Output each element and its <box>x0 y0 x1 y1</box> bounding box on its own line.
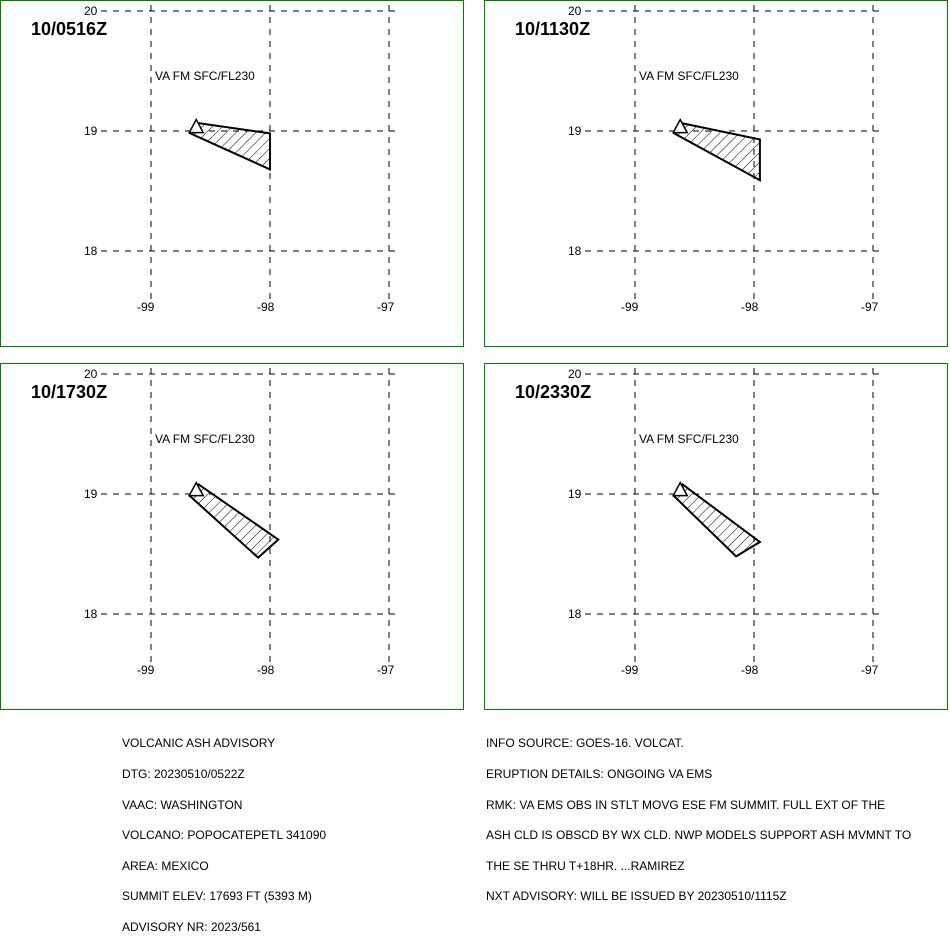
lat-label-18: 18 <box>84 244 98 258</box>
lon-label-97: -97 <box>861 663 879 677</box>
lon-label-97: -97 <box>377 663 395 677</box>
lon-label-98: -98 <box>257 300 275 314</box>
advisory-remarks: INFO SOURCE: GOES-16. VOLCAT. ERUPTION D… <box>486 718 911 912</box>
advisory-line: ASH CLD IS OBSCD BY WX CLD. NWP MODELS S… <box>486 828 912 843</box>
volcano-icon <box>187 481 205 497</box>
advisory-line: ADVISORY NR: 2023/561 <box>122 919 261 934</box>
advisory-line: VOLCANO: POPOCATEPETL 341090 <box>122 828 327 843</box>
forecast-panel-0510z: 10/0516Z VA FM SFC/FL230 20 19 18 -99 -9… <box>0 0 464 347</box>
advisory-line: SUMMIT ELEV: 17693 FT (5393 M) <box>122 889 312 904</box>
advisory-line: VOLCANIC ASH ADVISORY <box>122 736 276 751</box>
panel-level: VA FM SFC/FL230 <box>639 432 739 446</box>
lat-label-19: 19 <box>568 487 582 501</box>
lon-label-99: -99 <box>137 663 155 677</box>
lon-label-97: -97 <box>861 300 879 314</box>
panel-map <box>585 368 885 664</box>
panel-level: VA FM SFC/FL230 <box>155 69 255 83</box>
advisory-line: NXT ADVISORY: WILL BE ISSUED BY 20230510… <box>486 889 787 904</box>
lon-label-99: -99 <box>621 300 639 314</box>
panel-map <box>585 5 885 301</box>
panel-time: 10/1130Z <box>515 19 591 39</box>
advisory-line: INFO SOURCE: GOES-16. VOLCAT. <box>486 736 684 751</box>
forecast-panel-2330z: 10/2330Z VA FM SFC/FL230 20 19 18 -99 -9… <box>484 363 948 710</box>
lat-label-20: 20 <box>568 4 582 18</box>
lon-label-98: -98 <box>257 663 275 677</box>
panel-map <box>101 368 401 664</box>
advisory-line: VAAC: WASHINGTON <box>122 797 243 812</box>
lat-label-19: 19 <box>84 124 98 138</box>
panel-time: 10/2330Z <box>515 382 592 402</box>
panel-level: VA FM SFC/FL230 <box>155 432 255 446</box>
lat-label-20: 20 <box>84 4 98 18</box>
lat-label-18: 18 <box>84 607 98 621</box>
advisory-line: DTG: 20230510/0522Z <box>122 767 245 781</box>
advisory-line: RMK: VA EMS OBS IN STLT MOVG ESE FM SUMM… <box>486 797 886 812</box>
volcano-icon <box>187 118 205 134</box>
lat-label-18: 18 <box>568 607 582 621</box>
forecast-panel-1130z: 10/1130Z VA FM SFC/FL230 20 19 18 -99 -9… <box>484 0 948 347</box>
lat-label-20: 20 <box>84 367 98 381</box>
lon-label-98: -98 <box>741 663 759 677</box>
lat-label-19: 19 <box>84 487 98 501</box>
advisory-line: AREA: MEXICO <box>122 858 209 873</box>
lon-label-97: -97 <box>377 300 395 314</box>
panel-time: 10/1730Z <box>31 382 108 402</box>
panel-time: 10/0516Z <box>31 19 108 39</box>
lon-label-99: -99 <box>137 300 155 314</box>
advisory-header: VOLCANIC ASH ADVISORY DTG: 20230510/0522… <box>122 718 326 942</box>
volcano-icon <box>671 118 689 134</box>
volcano-icon <box>671 481 689 497</box>
panel-map <box>101 5 401 301</box>
panel-level: VA FM SFC/FL230 <box>639 69 739 83</box>
lat-label-20: 20 <box>568 367 582 381</box>
forecast-panel-1730z: 10/1730Z VA FM SFC/FL230 20 19 18 -99 -9… <box>0 363 464 710</box>
lat-label-19: 19 <box>568 124 582 138</box>
lon-label-99: -99 <box>621 663 639 677</box>
lon-label-98: -98 <box>741 300 759 314</box>
advisory-line: THE SE THRU T+18HR. ...RAMIREZ <box>486 858 685 873</box>
advisory-line: ERUPTION DETAILS: ONGOING VA EMS <box>486 767 713 781</box>
lat-label-18: 18 <box>568 244 582 258</box>
